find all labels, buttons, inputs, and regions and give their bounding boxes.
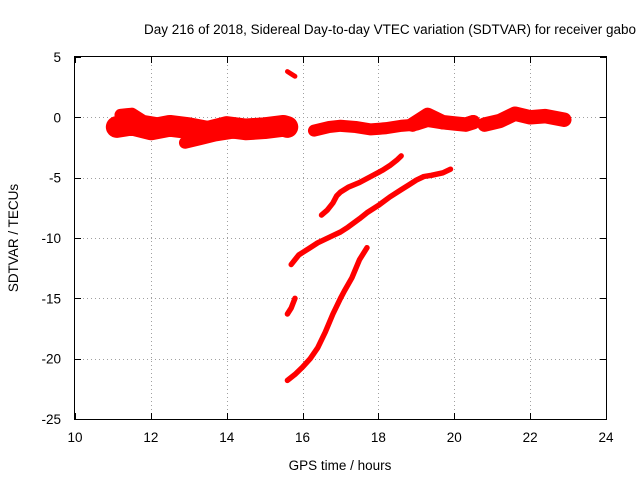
- series-arc-k: [284, 244, 370, 384]
- series-arc-i: [318, 153, 404, 218]
- axis-ticks: [75, 57, 607, 420]
- series-arc-c: [178, 123, 283, 149]
- tick-labels: 10 12 14 16 18 20 22 24 5 0 -5 -10 -15 -20 -25: [41, 50, 614, 445]
- chart-title: Day 216 of 2018, Sidereal Day-to-day VTE…: [144, 22, 636, 37]
- y-tick-label: -20: [41, 352, 61, 367]
- x-tick-label: 10: [67, 430, 82, 445]
- x-tick-label: 12: [143, 430, 158, 445]
- plot-frame: [74, 56, 607, 420]
- x-tick-label: 16: [295, 430, 310, 445]
- series-arc-g: [477, 106, 572, 132]
- series-arc-f: [405, 107, 481, 132]
- x-tick-label: 24: [598, 430, 614, 445]
- x-axis-label: GPS time / hours: [289, 458, 392, 473]
- series-arc-h: [288, 166, 454, 268]
- y-tick-label: 0: [53, 110, 61, 125]
- y-tick-label: -15: [41, 291, 61, 306]
- y-tick-label: -10: [41, 231, 61, 246]
- y-tick-label: -25: [41, 412, 61, 427]
- y-tick-label: 5: [53, 50, 61, 65]
- x-tick-label: 14: [219, 430, 235, 445]
- x-tick-label: 20: [447, 430, 462, 445]
- series-arc-d: [284, 69, 298, 79]
- y-axis-label: SDTVAR / TECUs: [6, 184, 21, 293]
- series-arc-j: [284, 295, 298, 317]
- data-series: [105, 69, 572, 384]
- x-tick-label: 22: [523, 430, 538, 445]
- x-tick-label: 18: [371, 430, 386, 445]
- y-tick-label: -5: [49, 171, 61, 186]
- series-arc-b: [114, 107, 286, 136]
